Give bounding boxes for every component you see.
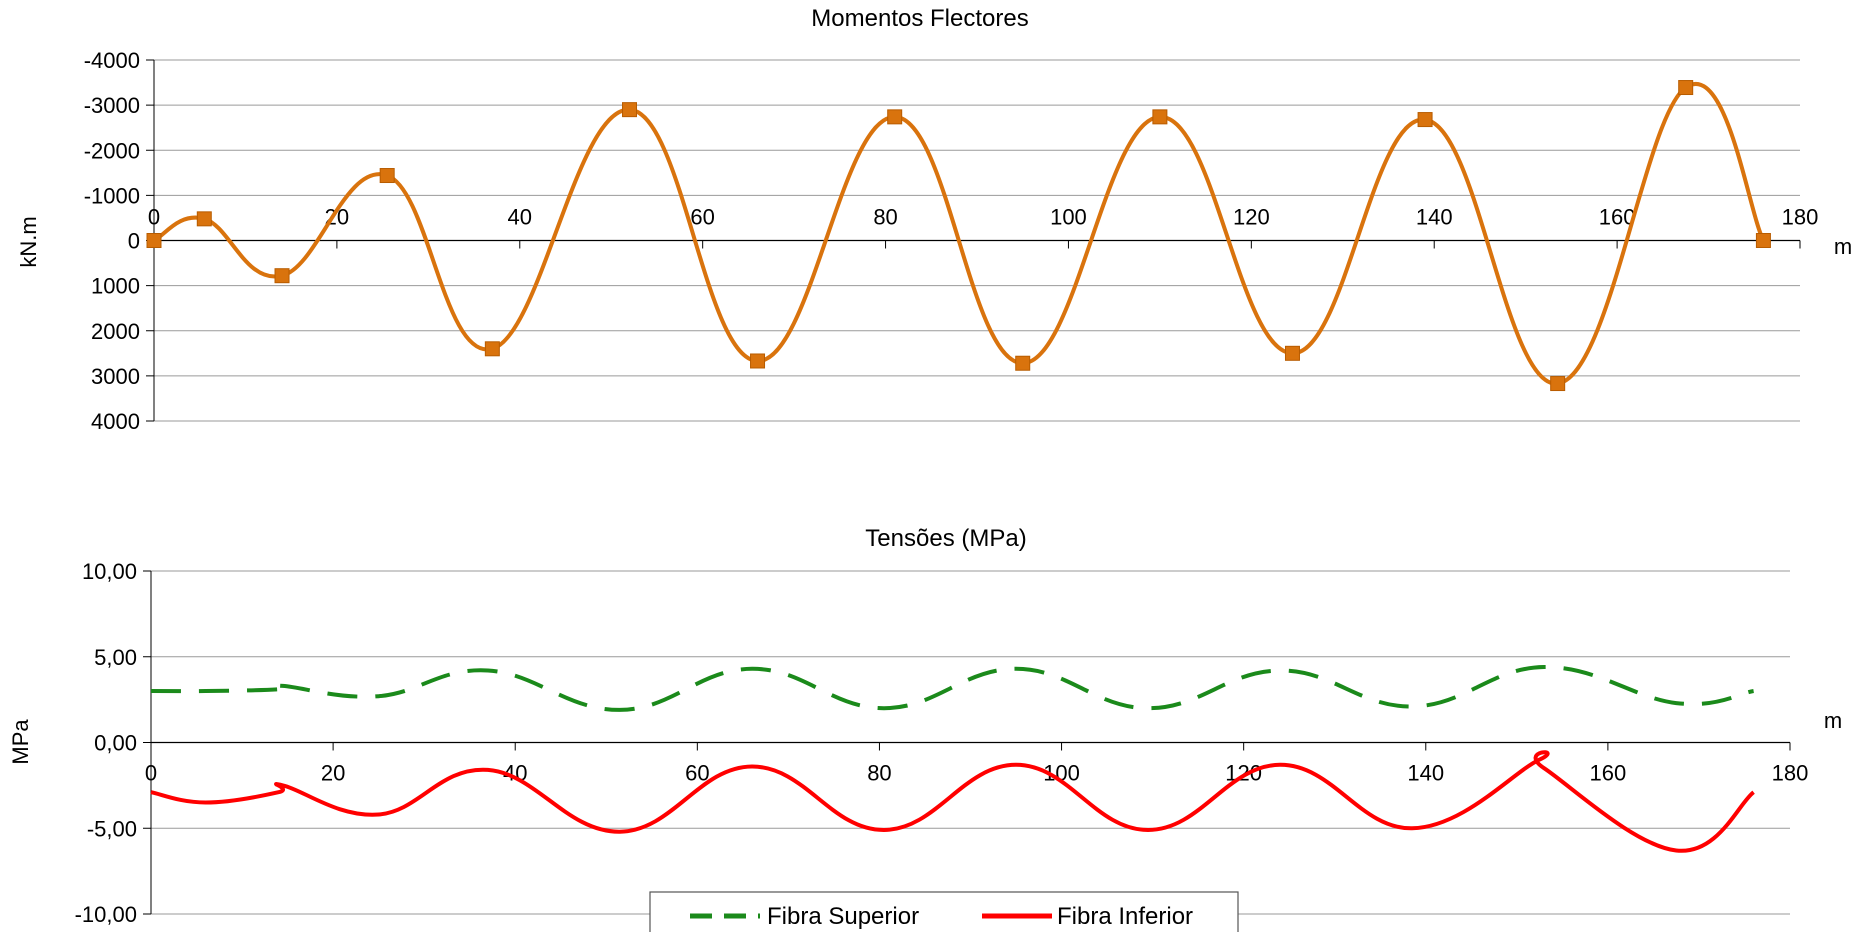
moment-gridlines xyxy=(146,59,1801,422)
moment-data-point xyxy=(379,168,395,184)
legend-label-inferior: Fibra Inferior xyxy=(1057,903,1193,930)
moment-data-point xyxy=(1015,355,1031,371)
moment-x-tick-label: 120 xyxy=(1233,205,1270,230)
moment-x-tick-label: 180 xyxy=(1782,205,1819,230)
moment-chart-title: Momentos Flectores xyxy=(811,5,1028,32)
moment-y-axis-label: kN.m xyxy=(16,216,41,267)
stress-y-ticks: 10,00 5,00 0,00 -5,00 -10,00 xyxy=(75,559,137,927)
stress-y-tick-label: 0,00 xyxy=(94,731,137,756)
stress-x-tick-label: 140 xyxy=(1407,761,1444,786)
moment-data-point xyxy=(484,341,500,357)
moment-series xyxy=(146,80,1771,392)
moment-y-tick-label: -3000 xyxy=(84,93,140,118)
stress-chart: Tensões (MPa) 10,00 5,00 0,00 -5,00 -10,00 0… xyxy=(8,525,1842,937)
moment-data-point xyxy=(1755,233,1771,248)
stress-x-ticks: 0 20 40 60 80 100 120 140 160 180 xyxy=(145,761,1808,786)
moment-data-point xyxy=(1678,80,1694,96)
moment-data-point xyxy=(622,102,638,118)
legend-box xyxy=(649,891,1239,937)
moment-x-tick-label: 60 xyxy=(690,205,714,230)
moment-x-tick-label: 40 xyxy=(508,205,532,230)
moment-y-tick-label: 1000 xyxy=(91,274,140,299)
moment-x-axis-label: m xyxy=(1834,234,1852,259)
moment-series-line xyxy=(153,82,1766,386)
moment-data-point xyxy=(1550,376,1566,392)
stress-gridlines xyxy=(143,570,1791,915)
moment-x-tick-label: 100 xyxy=(1050,205,1087,230)
moment-x-tick-label: 80 xyxy=(873,205,897,230)
moment-data-point xyxy=(146,233,162,248)
stress-x-tick-label: 180 xyxy=(1772,761,1809,786)
stress-y-tick-label: 5,00 xyxy=(94,645,137,670)
stress-x-axis-label: m xyxy=(1824,708,1842,733)
stress-series xyxy=(150,664,1755,853)
stress-y-tick-label: -10,00 xyxy=(75,902,137,927)
stress-chart-title: Tensões (MPa) xyxy=(865,525,1026,552)
legend-label-superior: Fibra Superior xyxy=(767,903,919,930)
moment-data-point xyxy=(887,109,903,125)
moment-data-point xyxy=(1152,109,1168,125)
stress-x-tick-label: 160 xyxy=(1590,761,1627,786)
moment-x-tick-label: 0 xyxy=(148,205,160,230)
fibra-superior-line xyxy=(150,664,1754,712)
fibra-inferior-line xyxy=(150,750,1755,853)
moment-chart: Momentos Flectores -4000 -3000 -2000 -1000 0… xyxy=(16,5,1852,434)
moment-y-tick-label: 2000 xyxy=(91,319,140,344)
moment-data-point xyxy=(196,211,212,227)
moment-data-point xyxy=(274,268,290,284)
moment-y-tick-label: 0 xyxy=(128,229,140,254)
stress-legend: Fibra Superior Fibra Inferior xyxy=(649,891,1239,937)
moment-x-ticks: 0 20 40 60 80 100 120 140 160 180 xyxy=(148,205,1818,230)
stress-x-tick-label: 60 xyxy=(685,761,709,786)
stress-y-tick-label: 10,00 xyxy=(82,559,137,584)
stress-y-tick-label: -5,00 xyxy=(87,816,137,841)
moment-data-point xyxy=(1284,345,1300,361)
stress-x-tick-label: 0 xyxy=(145,761,157,786)
moment-y-tick-label: -4000 xyxy=(84,48,140,73)
moment-y-ticks: -4000 -3000 -2000 -1000 0 1000 2000 3000 4000 xyxy=(84,48,140,434)
moment-data-point xyxy=(1417,112,1433,128)
moment-y-tick-label: 4000 xyxy=(91,409,140,434)
moment-y-tick-label: -2000 xyxy=(84,138,140,163)
stress-x-tick-label: 120 xyxy=(1225,761,1262,786)
moment-y-tick-label: 3000 xyxy=(91,364,140,389)
moment-y-tick-label: -1000 xyxy=(84,183,140,208)
stress-y-axis-label: MPa xyxy=(8,719,33,765)
stress-x-tick-label: 20 xyxy=(321,761,345,786)
stress-x-tick-label: 80 xyxy=(867,761,891,786)
moment-x-tick-label: 140 xyxy=(1416,205,1453,230)
moment-data-point xyxy=(750,353,766,369)
